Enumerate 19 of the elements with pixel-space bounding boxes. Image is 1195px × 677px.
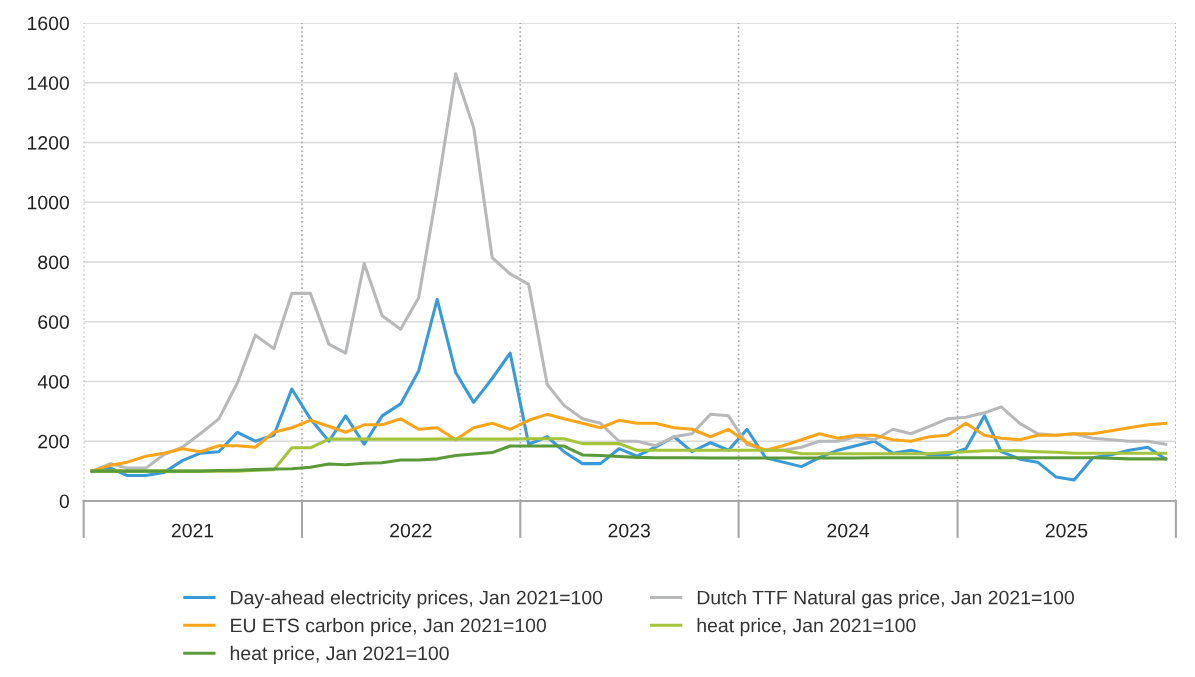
y-tick-label: 200	[38, 434, 69, 449]
legend-label: heat price, Jan 2021=100	[697, 618, 916, 637]
legend-label: Dutch TTF Natural gas price, Jan 2021=100	[697, 590, 1074, 609]
x-tick-label: 2025	[1045, 523, 1088, 538]
legend-label: EU ETS carbon price, Jan 2021=100	[231, 618, 546, 637]
y-tick-label: 400	[37, 374, 69, 389]
x-tick-label: 2024	[827, 523, 870, 538]
x-tick-label: 2023	[608, 523, 650, 538]
y-tick-label: 1400	[27, 76, 69, 90]
x-tick-label: 2021	[171, 523, 214, 538]
legend-label: heat price, Jan 2021=100	[230, 645, 449, 664]
y-tick-label: 600	[38, 315, 69, 329]
y-tick-label: 1000	[27, 195, 69, 210]
y-tick-label: 800	[38, 255, 69, 270]
y-tick-label: 1600	[27, 16, 69, 31]
x-tick-label: 2022	[390, 523, 432, 538]
y-tick-label: 1200	[27, 135, 69, 150]
legend-label: Day-ahead electricity prices, Jan 2021=100	[231, 590, 603, 609]
y-tick-label: 0	[59, 494, 69, 509]
